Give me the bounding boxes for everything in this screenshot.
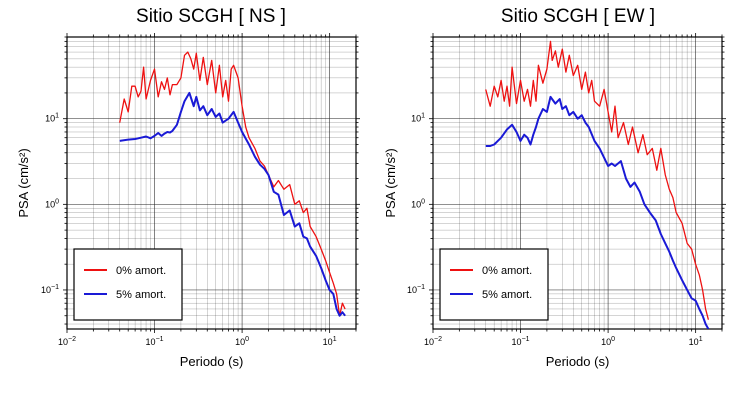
y-tick-label: 101	[45, 113, 59, 124]
tick-base: 10	[58, 337, 68, 347]
x-tick-label: 100	[235, 336, 249, 347]
x-tick-label: 101	[323, 336, 337, 347]
x-tick-label: 10−1	[512, 336, 530, 347]
series-line-0pct	[119, 51, 346, 317]
y-axis-label: PSA (cm/s²)	[383, 148, 398, 217]
axis-ticks	[429, 33, 726, 333]
chart-title: Sitio SCGH [ EW ]	[501, 6, 655, 27]
tick-exponent: −1	[51, 284, 59, 291]
plot-frame	[66, 36, 357, 330]
y-tick-label: 101	[411, 113, 425, 124]
legend-label: 5% amort.	[482, 289, 532, 301]
x-axis-label: Periodo (s)	[546, 354, 610, 369]
y-axis-label: PSA (cm/s²)	[16, 148, 31, 217]
tick-base: 10	[689, 337, 699, 347]
tick-exponent: −2	[434, 336, 442, 343]
x-axis-label: Periodo (s)	[180, 354, 244, 369]
tick-base: 10	[411, 199, 421, 209]
tick-base: 10	[411, 114, 421, 124]
tick-base: 10	[45, 114, 55, 124]
y-tick-label: 10−1	[41, 284, 59, 295]
plot-frame	[432, 36, 723, 330]
tick-base: 10	[45, 199, 55, 209]
legend-label: 0% amort.	[482, 265, 532, 277]
x-tick-label: 100	[601, 336, 615, 347]
legend-box	[439, 248, 549, 321]
tick-base: 10	[146, 337, 156, 347]
x-tick-label: 10−2	[424, 336, 442, 347]
tick-base: 10	[601, 337, 611, 347]
series-line-5pct	[485, 95, 710, 329]
tick-base: 10	[407, 285, 417, 295]
tick-exponent: 0	[421, 198, 425, 205]
tick-exponent: −1	[522, 336, 530, 343]
series-line-0pct	[485, 40, 710, 320]
series-line-5pct	[119, 91, 346, 317]
tick-exponent: 1	[333, 336, 337, 343]
y-tick-label: 100	[45, 198, 59, 209]
x-tick-label: 10−1	[146, 336, 164, 347]
legend-label: 5% amort.	[116, 289, 166, 301]
tick-base: 10	[512, 337, 522, 347]
axis-ticks	[63, 33, 360, 333]
tick-exponent: 0	[245, 336, 249, 343]
legend-box	[73, 248, 183, 321]
tick-base: 10	[41, 285, 51, 295]
tick-exponent: 0	[611, 336, 615, 343]
tick-exponent: −1	[156, 336, 164, 343]
legend-label: 0% amort.	[116, 265, 166, 277]
x-tick-label: 101	[689, 336, 703, 347]
y-tick-label: 10−1	[407, 284, 425, 295]
tick-exponent: 1	[421, 113, 425, 120]
tick-base: 10	[424, 337, 434, 347]
tick-exponent: −2	[68, 336, 76, 343]
tick-exponent: 0	[55, 198, 59, 205]
chart-title: Sitio SCGH [ NS ]	[136, 6, 286, 27]
tick-base: 10	[323, 337, 333, 347]
legend: 0% amort. 5% amort.	[73, 248, 183, 321]
tick-base: 10	[235, 337, 245, 347]
tick-exponent: −1	[417, 284, 425, 291]
tick-exponent: 1	[699, 336, 703, 343]
y-tick-label: 100	[411, 198, 425, 209]
tick-exponent: 1	[55, 113, 59, 120]
legend: 0% amort. 5% amort.	[439, 248, 549, 321]
x-tick-label: 10−2	[58, 336, 76, 347]
